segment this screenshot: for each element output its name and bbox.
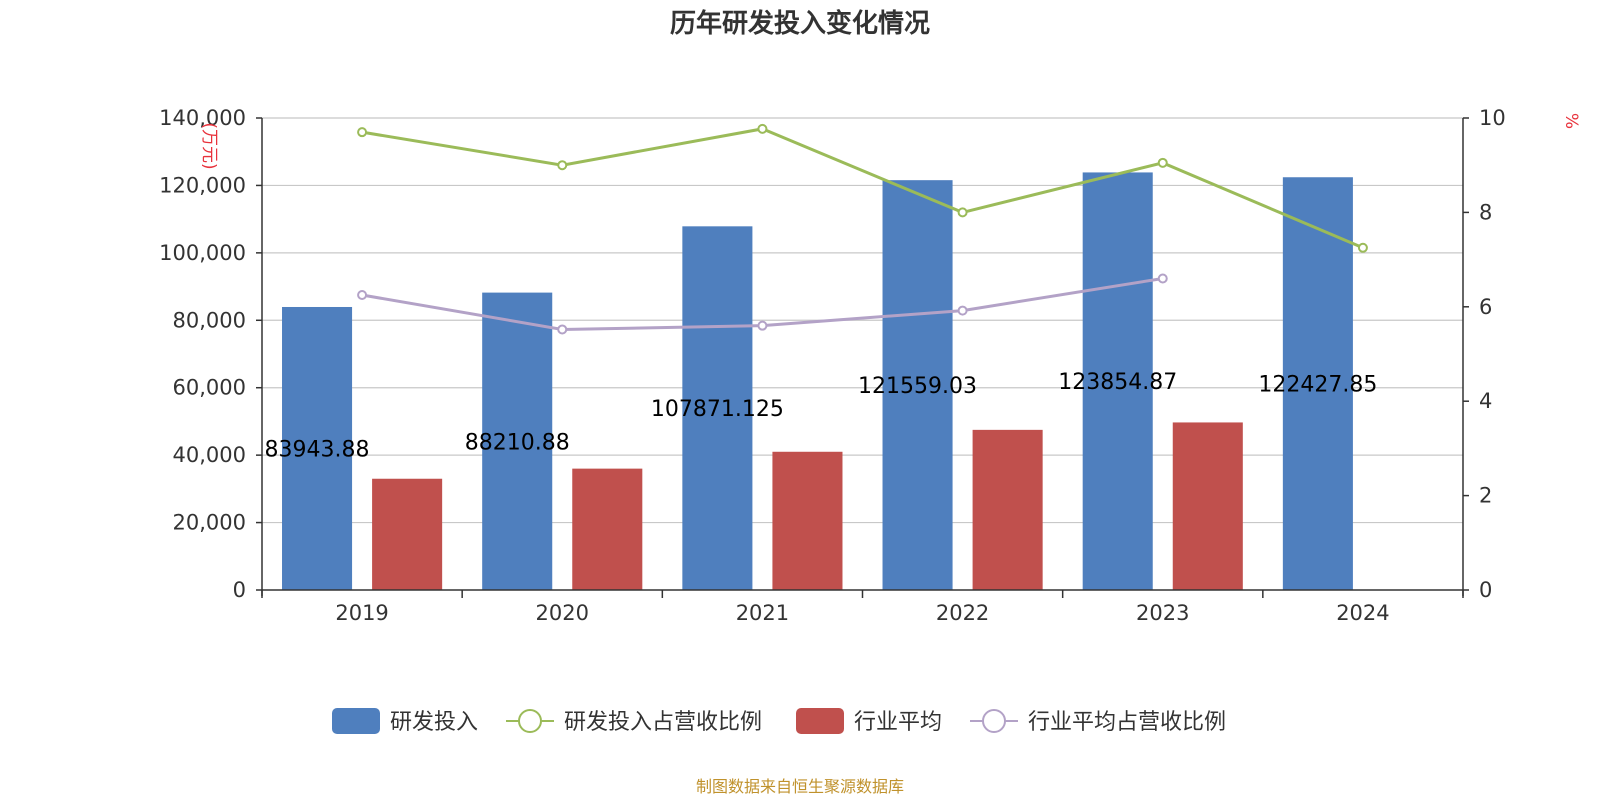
bar-value-label: 88210.88 (465, 430, 570, 455)
bar (972, 429, 1043, 590)
x-axis-tick-label: 2019 (335, 601, 388, 625)
bar-value-label: 122427.85 (1258, 373, 1377, 398)
bars-layer (282, 172, 1353, 591)
series-line (361, 127, 1364, 250)
left-axis-tick-label: 60,000 (173, 376, 246, 400)
left-axis-tick-label: 0 (233, 578, 246, 602)
series-point (557, 324, 568, 335)
lines-layer (357, 123, 1368, 335)
series-point (1157, 273, 1168, 284)
legend-label: 行业平均占营收比例 (1028, 710, 1226, 735)
legend-label: 研发投入占营收比例 (564, 710, 762, 735)
x-axis-tick-label: 2022 (936, 601, 989, 625)
bar (882, 180, 953, 590)
left-axis-tick-label: 120,000 (159, 173, 246, 197)
series-point (757, 320, 768, 331)
right-axis-tick-label: 8 (1479, 200, 1492, 224)
bar-value-label: 123854.87 (1058, 370, 1177, 395)
grid-lines (262, 117, 1463, 524)
left-axis-tick-label: 20,000 (173, 511, 246, 535)
bar (572, 468, 643, 590)
data-source-note: 制图数据来自恒生聚源数据库 (696, 777, 904, 796)
series-point (957, 305, 968, 316)
series-point (357, 290, 368, 300)
legend-swatch-marker (518, 709, 542, 733)
x-axis-tick-label: 2024 (1336, 601, 1389, 625)
right-axis-tick-label: 10 (1479, 106, 1506, 130)
chart-title: 历年研发投入变化情况 (670, 8, 930, 39)
left-axis-unit: (万元) (199, 122, 219, 169)
right-axis-tick-label: 6 (1479, 295, 1492, 319)
left-axis-tick-label: 100,000 (159, 241, 246, 265)
right-axis-unit: % (1561, 113, 1581, 129)
bar-value-label: 121559.03 (858, 374, 977, 399)
series-point (357, 127, 368, 138)
x-axis-tick-label: 2023 (1136, 601, 1189, 625)
series-point (1157, 157, 1168, 168)
right-axis-tick-label: 0 (1479, 578, 1492, 602)
bar (1172, 422, 1243, 590)
series-point (1357, 242, 1368, 253)
left-axis-tick-label: 140,000 (159, 106, 246, 130)
series-point (557, 160, 568, 171)
bar (372, 478, 443, 590)
series-point (757, 123, 768, 134)
legend-swatch-bar (332, 708, 380, 734)
legend-label: 研发投入 (390, 710, 478, 735)
bar (282, 306, 353, 590)
left-axis-tick-label: 40,000 (173, 443, 246, 467)
bar-value-label: 83943.88 (265, 437, 370, 462)
series-point (957, 207, 968, 218)
legend: 研发投入 研发投入占营收比例 行业平均 行业平均占营收比例 (332, 708, 1226, 735)
bar (482, 292, 553, 590)
legend-swatch-bar (796, 708, 844, 734)
legend-swatch-marker (982, 709, 1006, 733)
legend-label: 行业平均 (854, 710, 942, 735)
right-axis-tick-label: 2 (1479, 484, 1492, 508)
bar (1282, 177, 1353, 590)
bar (682, 226, 753, 591)
x-axis-tick-label: 2020 (536, 601, 589, 625)
bar-labels-layer: 83943.88 88210.88 107871.125 121559.03 12385… (265, 370, 1378, 462)
right-axis-tick-label: 4 (1479, 389, 1492, 413)
bar (1082, 172, 1153, 590)
x-axis-tick-label: 2021 (736, 601, 789, 625)
axes-layer: 0 20,000 40,000 60,000 80,000 100,000 120,000 1… (159, 106, 1506, 625)
bar-value-label: 107871.125 (651, 397, 784, 422)
bar (772, 451, 843, 590)
left-axis-tick-label: 80,000 (173, 308, 246, 332)
